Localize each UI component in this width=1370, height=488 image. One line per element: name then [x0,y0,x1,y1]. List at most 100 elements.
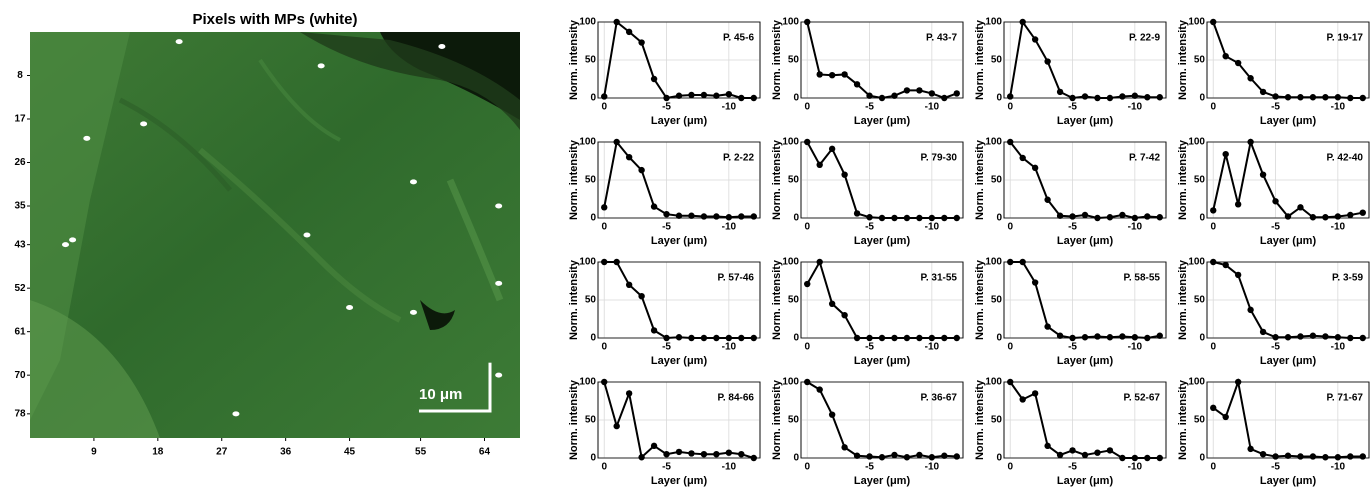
y-tick-label: 100 [985,17,1002,28]
data-point [1144,454,1151,462]
data-point [713,213,720,220]
data-point [1322,333,1329,340]
data-point [738,451,745,458]
x-tick-label: 9 [91,447,97,458]
y-tick-label: 100 [579,137,596,148]
data-point [853,210,861,217]
data-point [663,334,670,342]
y-axis-label: Norm. intensity [568,259,580,340]
y-tick-label: 50 [788,415,800,426]
y-tick-label: 50 [788,295,800,306]
x-tick-label: 0 [804,222,810,233]
data-point [688,334,695,342]
data-point [713,334,720,342]
data-point [1019,18,1026,26]
data-point [650,75,658,83]
data-point [688,450,695,457]
y-tick-label: 0 [1199,453,1205,464]
y-axis-label: Norm. intensity [974,259,986,340]
mp-pixel [317,63,325,69]
x-tick-label: -5 [1068,102,1077,113]
y-tick-label: 50 [788,175,800,186]
data-point [1106,94,1114,102]
x-tick-label: 0 [804,102,810,113]
x-axis-label: Layer (μm) [854,475,911,487]
data-point [1210,404,1217,412]
data-point [866,334,873,342]
data-point [878,214,886,222]
data-point [903,214,911,222]
data-point [916,451,923,459]
x-tick-label: -5 [865,222,874,233]
data-point [1081,93,1089,100]
mp-pixel [495,280,503,286]
data-point [650,442,658,450]
y-tick-label: 100 [579,377,596,388]
y-tick-label: 0 [590,333,596,344]
x-axis-label: Layer (μm) [651,115,708,127]
data-point [1144,213,1151,220]
x-axis-label: Layer (μm) [1057,355,1114,367]
data-point [1156,454,1163,462]
x-tick-label: -10 [1128,462,1143,473]
x-tick-label: -5 [865,102,874,113]
y-tick-label: 50 [1194,415,1206,426]
y-tick-label: 0 [996,333,1002,344]
panel-label: P. 42-40 [1326,153,1363,164]
x-tick-label: 0 [1210,342,1216,353]
panel-label: P. 57-46 [717,273,754,284]
panel-label: P. 58-55 [1123,273,1160,284]
data-point [601,378,608,386]
data-point [675,448,683,456]
x-tick-label: -10 [722,342,737,353]
panel-label: P. 43-7 [926,33,957,44]
data-point [1297,204,1304,211]
panel-label: P. 52-67 [1123,393,1160,404]
data-point [601,204,608,211]
data-point [625,281,633,288]
y-axis-label: Norm. intensity [771,379,783,460]
data-point [878,94,886,102]
data-point [738,213,745,220]
data-point [1347,453,1354,460]
panel-label: P. 2-22 [723,153,754,164]
data-point [638,293,645,300]
panel-label: P. 45-6 [723,33,754,44]
y-tick-label: 0 [590,453,596,464]
data-point [1272,453,1279,460]
x-tick-label: 0 [804,462,810,473]
data-point [625,28,633,36]
data-point [953,214,960,222]
data-point [928,90,936,97]
data-point [928,454,936,461]
y-tick-label: 50 [585,415,597,426]
x-tick-label: 0 [601,462,607,473]
mp-pixel [495,372,503,378]
data-point [1322,94,1329,101]
data-point [1094,94,1101,102]
data-point [1247,445,1254,453]
data-point [1222,413,1229,421]
data-point [1234,378,1242,386]
x-tick-label: -5 [1271,342,1280,353]
y-tick-label: 43 [14,239,26,250]
data-point [1259,88,1267,96]
data-point [1056,212,1064,219]
data-point [675,212,683,219]
data-point [1119,211,1126,219]
x-tick-label: 0 [804,342,810,353]
x-tick-label: -10 [1128,222,1143,233]
data-point [675,334,683,341]
x-tick-label: 0 [1210,222,1216,233]
panel-label: P. 84-66 [717,393,754,404]
x-tick-label: -5 [865,342,874,353]
data-point [675,92,683,99]
data-point [804,18,811,26]
data-point [1309,453,1317,460]
x-tick-label: -10 [1331,342,1346,353]
x-tick-label: 55 [415,447,427,458]
y-axis-label: Norm. intensity [1177,139,1189,220]
data-point [1222,150,1229,158]
data-point [688,212,695,219]
y-axis-label: Norm. intensity [771,19,783,100]
